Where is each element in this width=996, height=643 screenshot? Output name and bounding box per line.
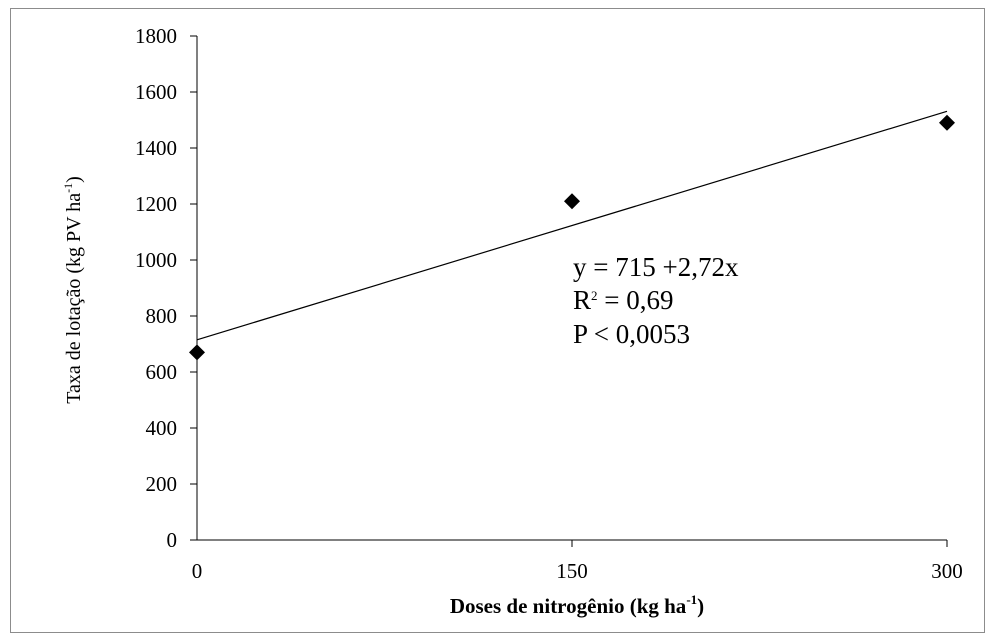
y-axis-title: Taxa de lotação (kg PV ha-1) — [61, 176, 85, 404]
y-tick-label: 1200 — [135, 192, 177, 216]
r-squared-label: R2 = 0,69 — [573, 285, 674, 315]
data-point — [564, 193, 580, 210]
y-tick-label: 1000 — [135, 248, 177, 272]
trendline — [196, 110, 948, 341]
chart-frame — [10, 8, 985, 633]
x-tick-label: 150 — [556, 559, 588, 583]
x-axis-ticks: 0 150 300 — [192, 540, 963, 583]
y-tick-label: 1600 — [135, 80, 177, 104]
y-tick-label: 400 — [146, 416, 178, 440]
p-value-label: P < 0,0053 — [573, 319, 690, 349]
data-point — [939, 114, 955, 131]
y-tick-label: 1400 — [135, 136, 177, 160]
data-point — [189, 344, 205, 361]
x-axis-title: Doses de nitrogênio (kg ha-1) — [450, 592, 704, 618]
y-tick-label: 600 — [146, 360, 178, 384]
x-tick-label: 0 — [192, 559, 203, 583]
y-tick-label: 0 — [167, 528, 178, 552]
y-tick-label: 800 — [146, 304, 178, 328]
x-tick-label: 300 — [931, 559, 963, 583]
data-points — [189, 114, 955, 361]
y-axis-ticks: 0 200 400 600 800 1000 1200 1400 1600 1800 — [135, 24, 197, 552]
y-tick-label: 1800 — [135, 24, 177, 48]
equation-label: y = 715 +2,72x — [573, 252, 739, 282]
y-tick-label: 200 — [146, 472, 178, 496]
